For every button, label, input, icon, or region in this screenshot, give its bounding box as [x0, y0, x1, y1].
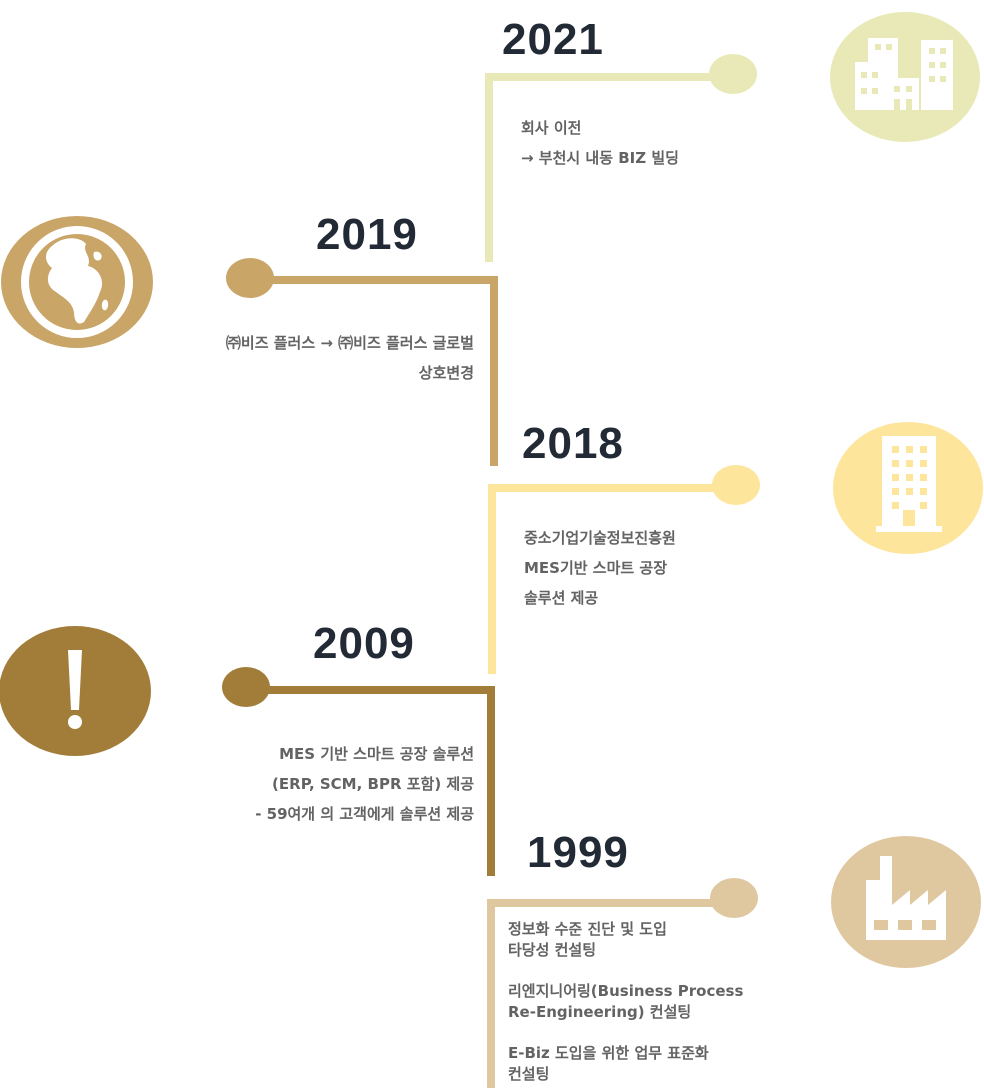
year-2018: 2018 [522, 419, 624, 468]
connector-1999 [487, 899, 735, 1088]
description-line: 리엔지니어링(Business Process [508, 982, 744, 1000]
description-line: 상호변경 [418, 364, 474, 382]
spacer [508, 961, 743, 981]
spacer [508, 1023, 743, 1043]
description-line: 솔루션 제공 [524, 589, 599, 607]
description-line: (ERP, SCM, BPR 포함) 제공 [272, 775, 474, 793]
description-line: E-Biz 도입을 위한 업무 표준화 [508, 1044, 709, 1062]
office-buildings-icon [830, 12, 980, 142]
description-line: → 부천시 내동 BIZ 빌딩 [521, 149, 679, 167]
description-2019: ㈜비즈 플러스 → ㈜비즈 플러스 글로벌 상호변경 [226, 328, 474, 388]
connector-2018 [488, 484, 736, 674]
factory-icon [831, 836, 981, 968]
description-line: - 59여개 의 고객에게 솔루션 제공 [255, 805, 474, 823]
description-line: MES기반 스마트 공장 [524, 559, 668, 577]
description-2021: 회사 이전 → 부천시 내동 BIZ 빌딩 [521, 113, 679, 173]
year-2009: 2009 [313, 619, 415, 668]
description-line: 회사 이전 [521, 119, 582, 137]
year-1999: 1999 [527, 828, 629, 877]
globe-icon [1, 216, 153, 348]
connector-2021 [485, 73, 735, 262]
description-line: 컨설팅 [508, 1065, 550, 1083]
description-line: ㈜비즈 플러스 → ㈜비즈 플러스 글로벌 [225, 334, 474, 352]
connector-2019 [250, 276, 498, 466]
description-line: 중소기업기술정보진흥원 [524, 529, 676, 547]
description-line: Re-Engineering) 컨설팅 [508, 1003, 692, 1021]
dot-2009 [222, 667, 270, 707]
description-line: 정보화 수준 진단 및 도입 [508, 920, 667, 938]
office-tower-icon [833, 422, 983, 554]
description-1999: 정보화 수준 진단 및 도입 타당성 컨설팅 리엔지니어링(Business P… [508, 919, 743, 1085]
description-2009: MES 기반 스마트 공장 솔루션 (ERP, SCM, BPR 포함) 제공 … [255, 739, 474, 829]
description-line: MES 기반 스마트 공장 솔루션 [279, 745, 474, 763]
dot-2018 [712, 465, 760, 505]
dot-2019 [226, 258, 274, 298]
description-line: 타당성 컨설팅 [508, 941, 597, 959]
dot-1999 [710, 878, 758, 918]
connector-2009 [246, 686, 495, 876]
year-2021: 2021 [502, 15, 604, 64]
exclamation-icon [0, 626, 151, 756]
dot-2021 [709, 54, 757, 94]
year-2019: 2019 [316, 210, 418, 259]
description-2018: 중소기업기술정보진흥원 MES기반 스마트 공장 솔루션 제공 [524, 523, 676, 613]
